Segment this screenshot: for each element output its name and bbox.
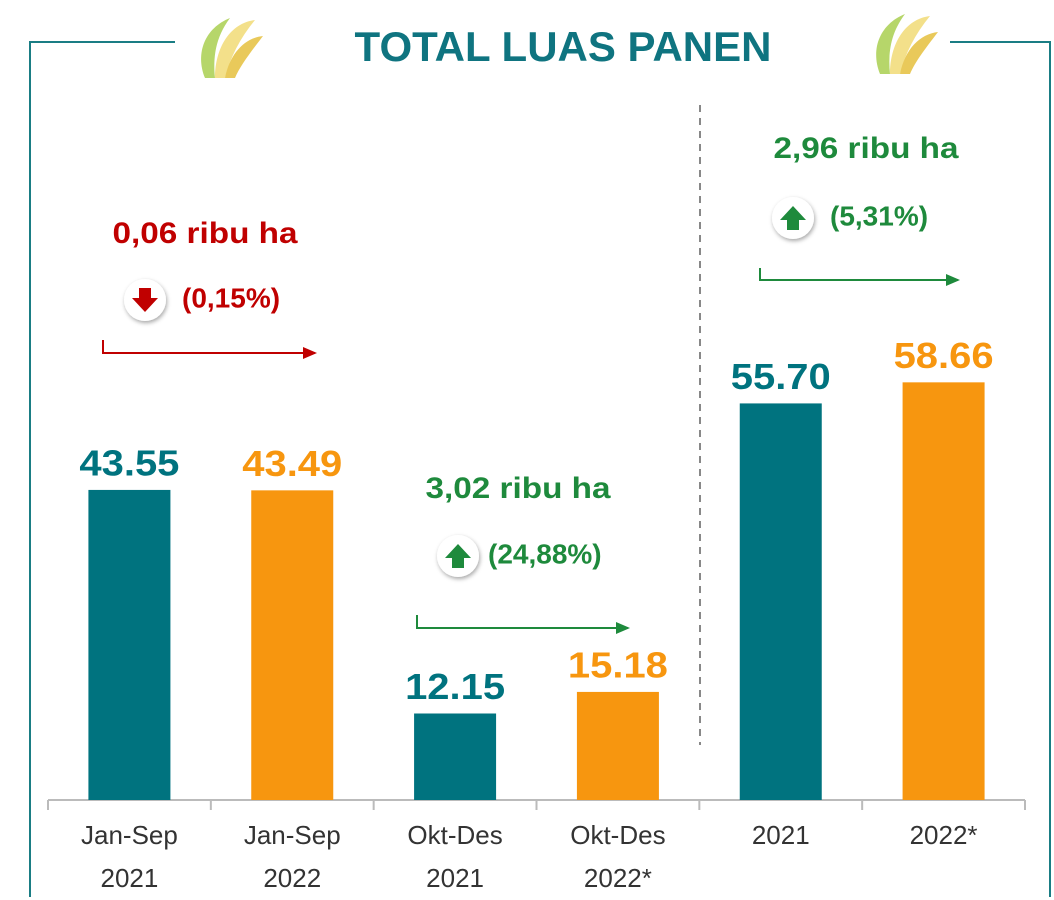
trend-arrow-line (759, 268, 958, 281)
x-tick-label: 2021 (751, 820, 810, 850)
x-tick-label: Okt-Des 2021 (407, 820, 503, 893)
x-tick-label: Okt-Des 2022* (570, 820, 666, 893)
leaf-icon-left (201, 18, 263, 78)
leaf-icon-right (876, 14, 938, 74)
bar (576, 691, 659, 800)
annotation-change: (0,15%) (182, 282, 280, 313)
annotation-text: 2,96 ribu ha (774, 132, 959, 165)
trend-arrow-head (946, 274, 960, 286)
change-arrow (780, 206, 806, 230)
value-label: 43.49 (242, 443, 342, 484)
bar (902, 382, 985, 800)
value-label: 12.15 (405, 666, 505, 707)
x-tick-label: 2022* (909, 820, 978, 850)
bar (739, 403, 822, 800)
annotation-text: 3,02 ribu ha (426, 472, 611, 505)
trend-arrow-line (416, 615, 628, 629)
annotation-text: 0,06 ribu ha (113, 217, 298, 250)
bar (414, 713, 497, 800)
x-tick-label: Jan-Sep 2022 (243, 820, 341, 893)
frame (29, 41, 1051, 897)
change-arrow (445, 544, 471, 568)
value-label: 58.66 (894, 335, 994, 376)
annotation-change: (24,88%) (488, 538, 602, 569)
change-arrow (132, 288, 158, 312)
value-label: 15.18 (568, 644, 668, 685)
bar (251, 490, 334, 800)
value-label: 43.55 (79, 442, 179, 483)
trend-arrow-line (102, 340, 315, 354)
trend-arrow-head (616, 622, 630, 634)
chart-title: TOTAL LUAS PANEN (355, 23, 772, 70)
x-tick-label: Jan-Sep 2021 (80, 820, 178, 893)
value-label: 55.70 (731, 356, 831, 397)
trend-arrow-head (303, 347, 317, 359)
bar (88, 489, 171, 800)
annotation-change: (5,31%) (830, 200, 928, 231)
